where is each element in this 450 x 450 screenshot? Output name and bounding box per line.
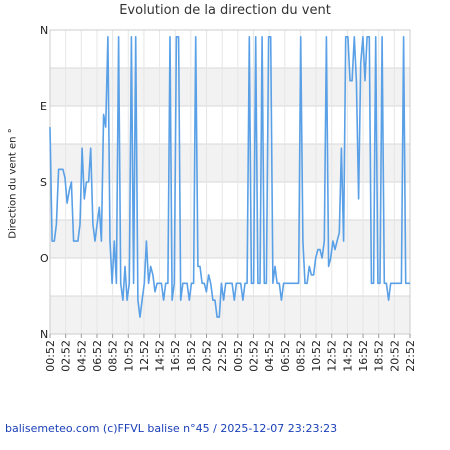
x-tick-label: 20:52 [201, 340, 214, 372]
footer-credit: balisemeteo.com (c)FFVL balise n°45 / 20… [5, 422, 338, 435]
y-tick-label: N [40, 328, 48, 341]
plot-band [50, 182, 410, 220]
plot-band [50, 296, 410, 334]
x-tick-label: 06:52 [91, 340, 104, 372]
x-tick-label: 04:52 [263, 340, 276, 372]
x-tick-label: 00:52 [44, 340, 57, 372]
plot-band [50, 258, 410, 296]
x-tick-label: 10:52 [122, 340, 135, 372]
x-tick-label: 04:52 [75, 340, 88, 372]
y-tick-label: S [40, 176, 47, 189]
x-tick-label: 20:52 [388, 340, 401, 372]
x-tick-label: 22:52 [216, 340, 229, 372]
y-tick-label: O [40, 252, 49, 265]
chart-title: Evolution de la direction du vent [119, 3, 331, 18]
x-tick-label: 16:52 [169, 340, 182, 372]
x-tick-label: 06:52 [279, 340, 292, 372]
y-tick-label: N [40, 24, 48, 37]
plot-band [50, 220, 410, 258]
x-tick-label: 14:52 [154, 340, 167, 372]
x-tick-label: 00:52 [232, 340, 245, 372]
x-tick-label: 14:52 [341, 340, 354, 372]
series-line-wind-direction [49, 35, 410, 318]
x-tick-label: 08:52 [294, 340, 307, 372]
y-tick-label: E [40, 100, 47, 113]
x-tick-label: 16:52 [357, 340, 370, 372]
x-tick-label: 12:52 [326, 340, 339, 372]
x-tick-label: 08:52 [107, 340, 120, 372]
x-tick-label: 10:52 [310, 340, 323, 372]
x-tick-label: 18:52 [185, 340, 198, 372]
x-tick-label: 12:52 [138, 340, 151, 372]
x-tick-label: 22:52 [404, 340, 417, 372]
plot-band [50, 106, 410, 144]
plot-band [50, 30, 410, 68]
plot-border [49, 29, 411, 335]
x-tick-label: 18:52 [373, 340, 386, 372]
x-tick-label: 02:52 [60, 340, 73, 372]
x-tick-label: 02:52 [247, 340, 260, 372]
plot-band [50, 144, 410, 182]
